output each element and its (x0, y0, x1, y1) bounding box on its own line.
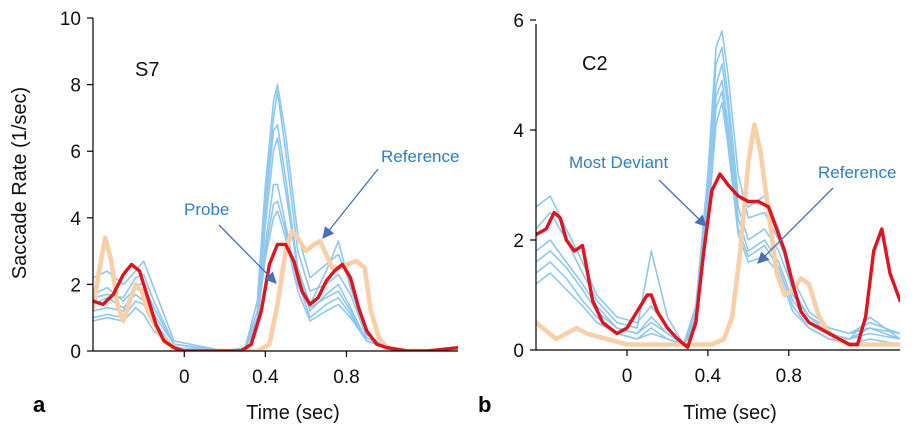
panel-a-annotation-reference: Reference (381, 147, 459, 166)
panel-a-y-axis-label: Saccade Rate (1/sec) (9, 87, 31, 279)
panel-a-bootstrap-line-6 (93, 200, 458, 351)
panel-b-y-tick-label: 0 (513, 341, 524, 362)
panel-b-bootstrap-line-6 (536, 101, 900, 346)
panel-a-x-ticks: 0 0.4 0.8 (179, 351, 360, 388)
panel-b-reference-arrow (757, 187, 834, 264)
panel-b-y-tick-label: 2 (513, 231, 524, 252)
panel-b-reference-line-0 (536, 122, 900, 347)
panel-b-x-ticks: 0 0.4 0.8 (622, 350, 802, 387)
panel-b-subject-label: C2 (582, 53, 608, 75)
panel-b-most-deviant-arrow (658, 179, 707, 227)
panel-a-annotation-probe: Probe (184, 200, 229, 219)
panel-a-bootstrap-line-7 (93, 210, 458, 351)
panel-a-traces (93, 83, 458, 351)
panel-b: 0 2 4 6 0 0.4 0.8 C2 Most Deviant Reference b… (478, 11, 900, 424)
panel-b-label: b (478, 392, 491, 417)
panel-b-y-tick-label: 6 (513, 11, 524, 32)
panel-b-traces (536, 30, 900, 349)
panel-a-bootstrap-line-4 (93, 137, 458, 351)
panel-a-probe-arrow (218, 224, 277, 284)
panel-b-x-tick-label: 0.8 (776, 366, 802, 387)
panel-a-bootstrap-line-5 (93, 183, 458, 351)
panel-a-y-tick-label: 8 (70, 76, 81, 97)
panel-b-annotation-reference: Reference (818, 163, 896, 182)
panel-b-bootstrap-line-1 (536, 30, 900, 346)
panel-b-x-axis-label: Time (sec) (683, 402, 777, 424)
panel-a-y-tick-label: 2 (70, 275, 81, 296)
panel-a-x-tick-label: 0.8 (333, 367, 359, 388)
panel-a-y-tick-label: 6 (70, 142, 81, 163)
panel-a-y-tick-label: 0 (70, 342, 81, 363)
panel-b-y-tick-label: 4 (513, 121, 524, 142)
panel-a-y-tick-label: 4 (70, 209, 81, 230)
panel-a: 0 2 4 6 8 10 0 0.4 0.8 S7 Reference Probe a Tim… (9, 9, 459, 424)
panel-b-x-tick-label: 0.4 (695, 366, 722, 387)
panel-a-label: a (33, 392, 46, 417)
panel-b-x-tick-label: 0 (622, 366, 633, 387)
panel-b-bootstrap-line-5 (536, 90, 900, 346)
panel-a-y-ticks: 0 2 4 6 8 10 (60, 9, 93, 363)
panel-a-x-tick-label: 0.4 (252, 367, 279, 388)
panel-a-subject-label: S7 (135, 59, 159, 81)
panel-a-bootstrap-line-2 (93, 90, 458, 351)
panel-a-reference-arrow (322, 168, 379, 239)
panel-a-probe-line-8 (93, 242, 458, 351)
panel-b-probe-line-7 (536, 172, 900, 349)
panel-a-y-tick-label: 10 (60, 9, 81, 30)
panel-a-x-axis-label: Time (sec) (246, 402, 340, 424)
panel-b-y-ticks: 0 2 4 6 (513, 11, 536, 362)
panel-b-annotation-most-deviant: Most Deviant (569, 153, 668, 172)
panel-a-reference-line-0 (93, 228, 458, 351)
panel-a-x-tick-label: 0 (179, 367, 190, 388)
